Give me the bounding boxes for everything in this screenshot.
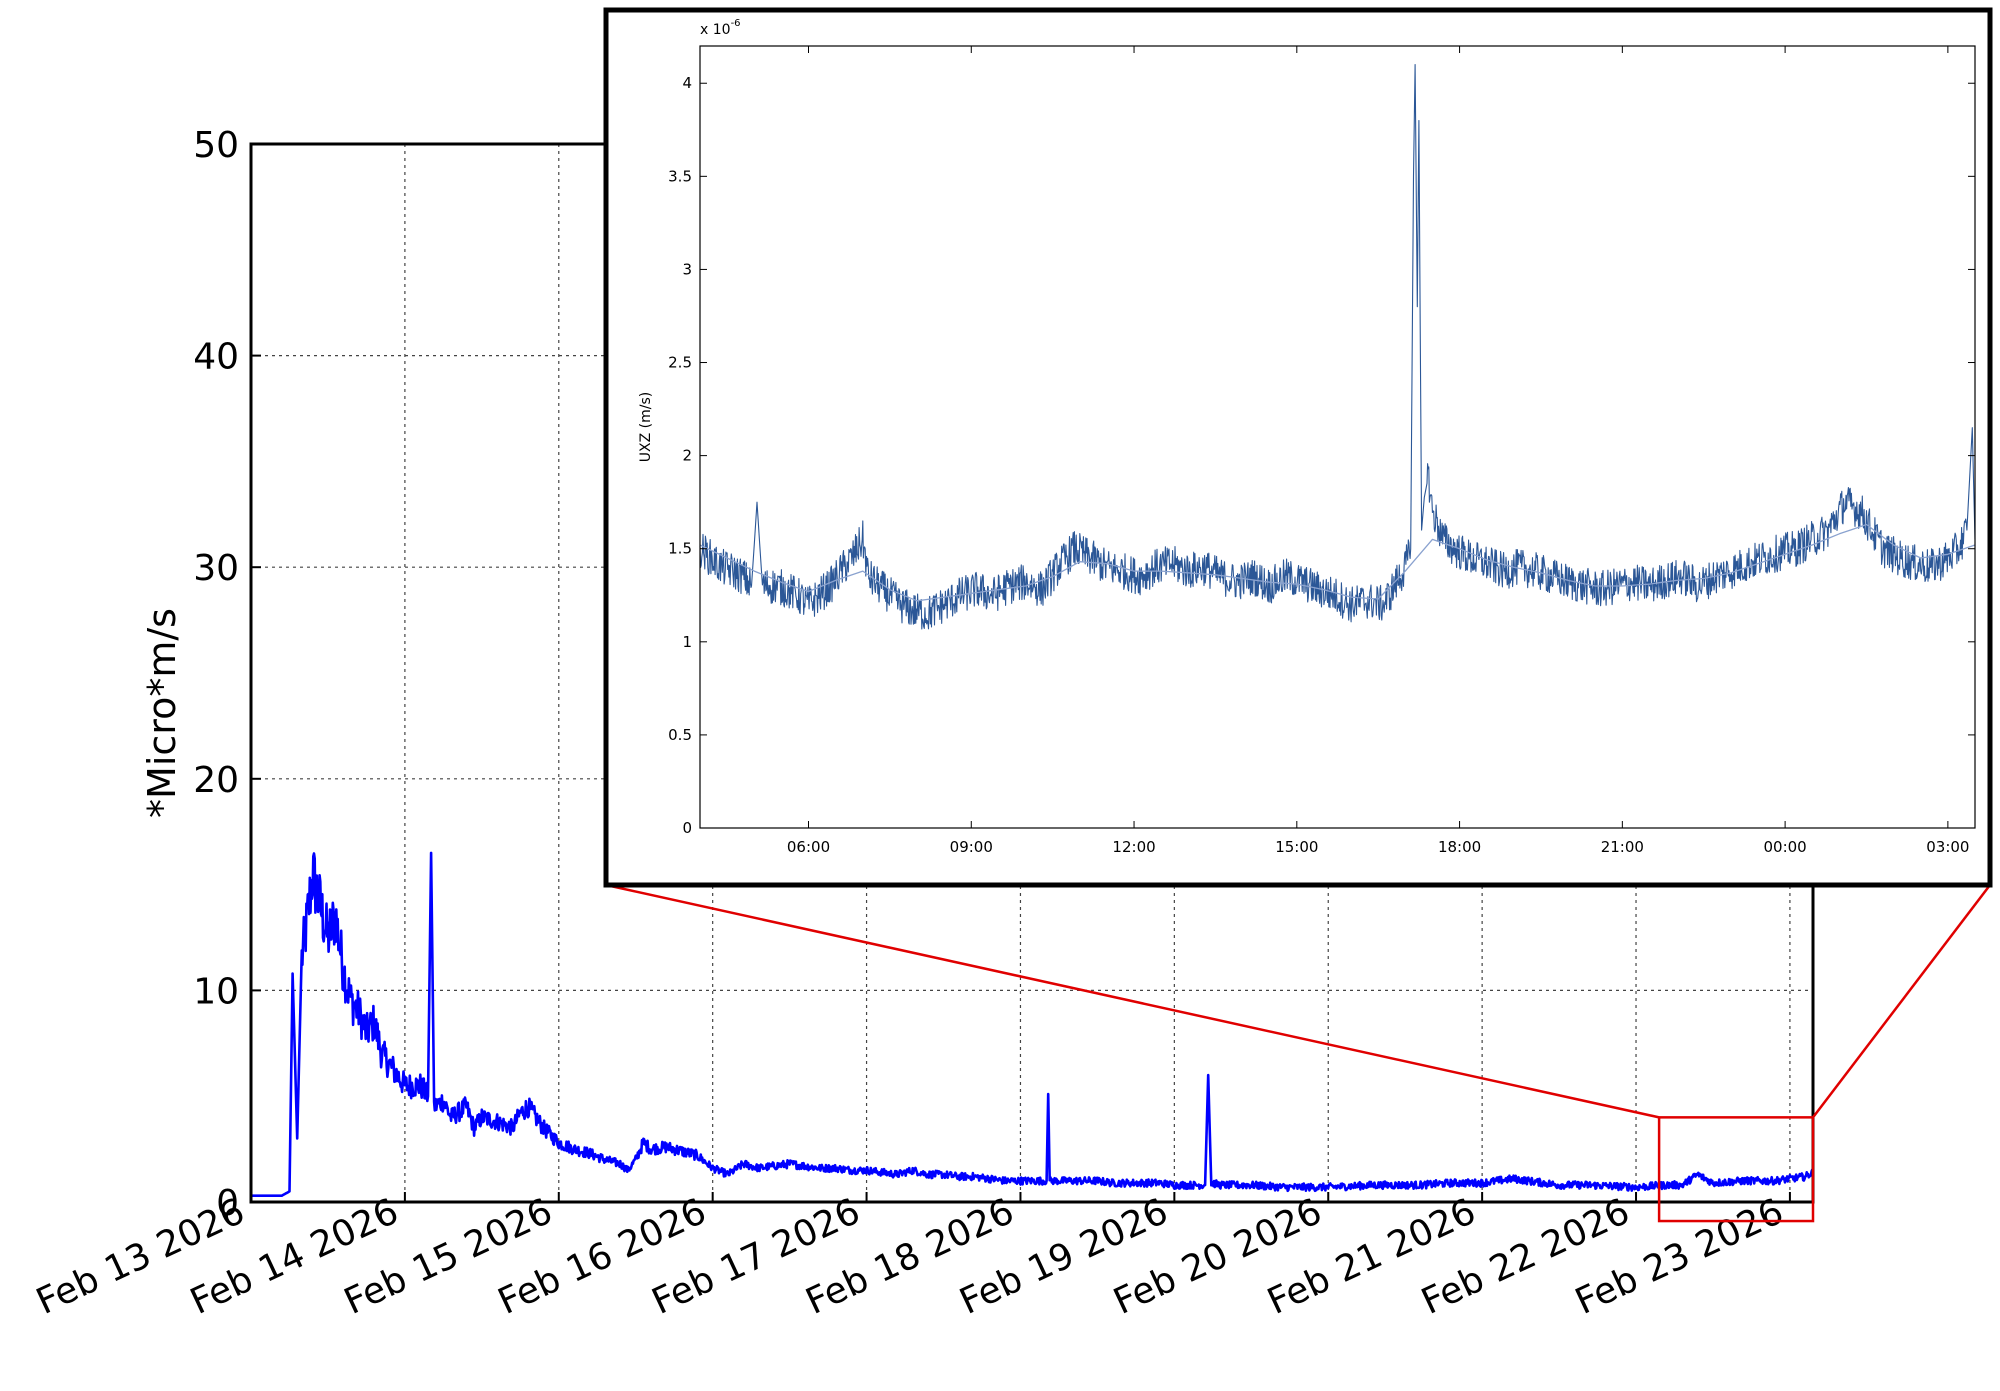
inset-y-exponent-power: -6 [731, 18, 741, 29]
main-y-tick-label: 30 [193, 548, 239, 589]
main-series [250, 851, 1815, 1197]
inset-x-tick-label: 03:00 [1926, 838, 1969, 856]
inset-series [699, 64, 1976, 630]
main-y-tick-label: 0 [216, 1183, 239, 1224]
zoom-region-box [1657, 1116, 1815, 1223]
inset-y-axis-label: UXZ (m/s) [638, 392, 654, 462]
inset-series-raw [699, 64, 1976, 630]
main-y-axis: 0 10 20 30 40 50 [193, 125, 261, 1224]
inset-y-tick-label: 0.5 [668, 726, 692, 744]
inset-y-exponent-base: x 10 [700, 22, 731, 38]
inset-x-tick-label: 06:00 [787, 838, 830, 856]
inset-x-tick-label: 15:00 [1275, 838, 1318, 856]
inset-x-tick-label: 21:00 [1601, 838, 1644, 856]
zoom-indicator [605, 883, 1991, 1223]
inset-y-tick-label: 3.5 [668, 167, 692, 185]
inset-background [603, 7, 1993, 888]
main-series-line [250, 851, 1815, 1197]
inset-x-tick-label: 12:00 [1112, 838, 1155, 856]
main-y-tick-label: 20 [193, 760, 239, 801]
inset-y-axis: 0 0.5 1 1.5 2 2.5 3 3.5 4 [668, 74, 1975, 837]
inset-x-tick-label: 18:00 [1438, 838, 1481, 856]
main-y-axis-label: *Micro*m/s [140, 608, 184, 818]
inset-y-tick-label: 2.5 [668, 354, 692, 372]
inset-y-tick-label: 1 [682, 633, 692, 651]
inset-chart: 0 0.5 1 1.5 2 2.5 3 3.5 4 06:00 09:00 12:00 15:00 18… [603, 7, 1993, 888]
inset-y-tick-label: 0 [682, 819, 692, 837]
main-y-tick-label: 50 [193, 125, 239, 166]
inset-x-axis: 06:00 09:00 12:00 15:00 18:00 21:00 00:00 03:00 [787, 46, 1969, 856]
main-y-tick-label: 40 [193, 337, 239, 378]
inset-series-smoothed [699, 523, 1976, 602]
inset-x-tick-label: 00:00 [1763, 838, 1806, 856]
inset-x-tick-label: 09:00 [950, 838, 993, 856]
zoom-connector-left [605, 883, 1660, 1119]
inset-y-tick-label: 2 [682, 447, 692, 465]
inset-y-exponent: x 10-6 [700, 18, 741, 38]
main-y-tick-label: 10 [193, 971, 239, 1012]
inset-y-tick-label: 4 [682, 74, 692, 92]
inset-plot-frame [699, 45, 1976, 829]
inset-y-tick-label: 3 [682, 260, 692, 278]
inset-y-tick-label: 1.5 [668, 540, 692, 558]
zoom-connector-right [1812, 884, 1991, 1119]
